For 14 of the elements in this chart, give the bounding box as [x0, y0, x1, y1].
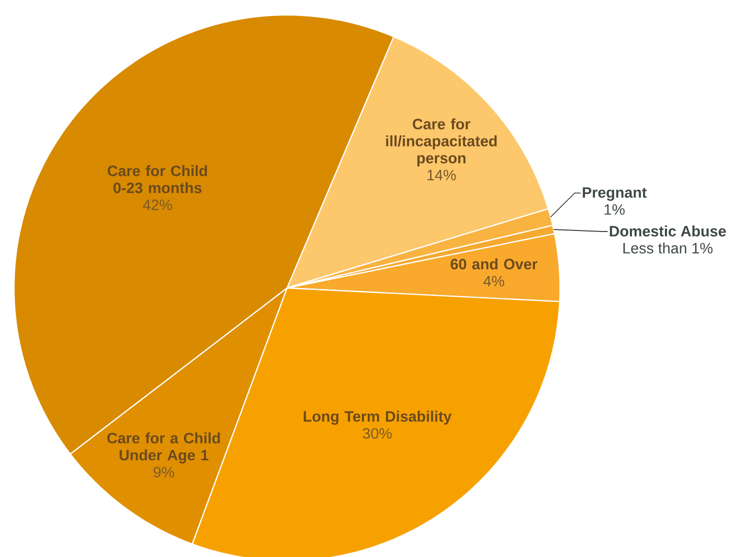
data-label: 4% — [483, 276, 504, 286]
data-label: Less than 1% — [623, 242, 713, 254]
slice-label: Care for ill/incapacitated person — [386, 118, 497, 166]
data-label: 42% — [142, 200, 172, 210]
data-label: 30% — [362, 428, 392, 439]
slice-label: Domestic Abuse — [610, 225, 726, 236]
slice-label: Pregnant — [582, 187, 647, 201]
data-label: 1% — [604, 204, 625, 215]
slice-label: 60 and Over — [450, 258, 538, 270]
slice-label: Care for a Child Under Age 1 — [107, 432, 220, 464]
data-label: 9% — [154, 466, 174, 478]
slice-label: Care for Child 0-23 months — [108, 165, 207, 194]
data-label: 14% — [428, 170, 456, 180]
slice-label: Long Term Disability — [304, 410, 452, 425]
